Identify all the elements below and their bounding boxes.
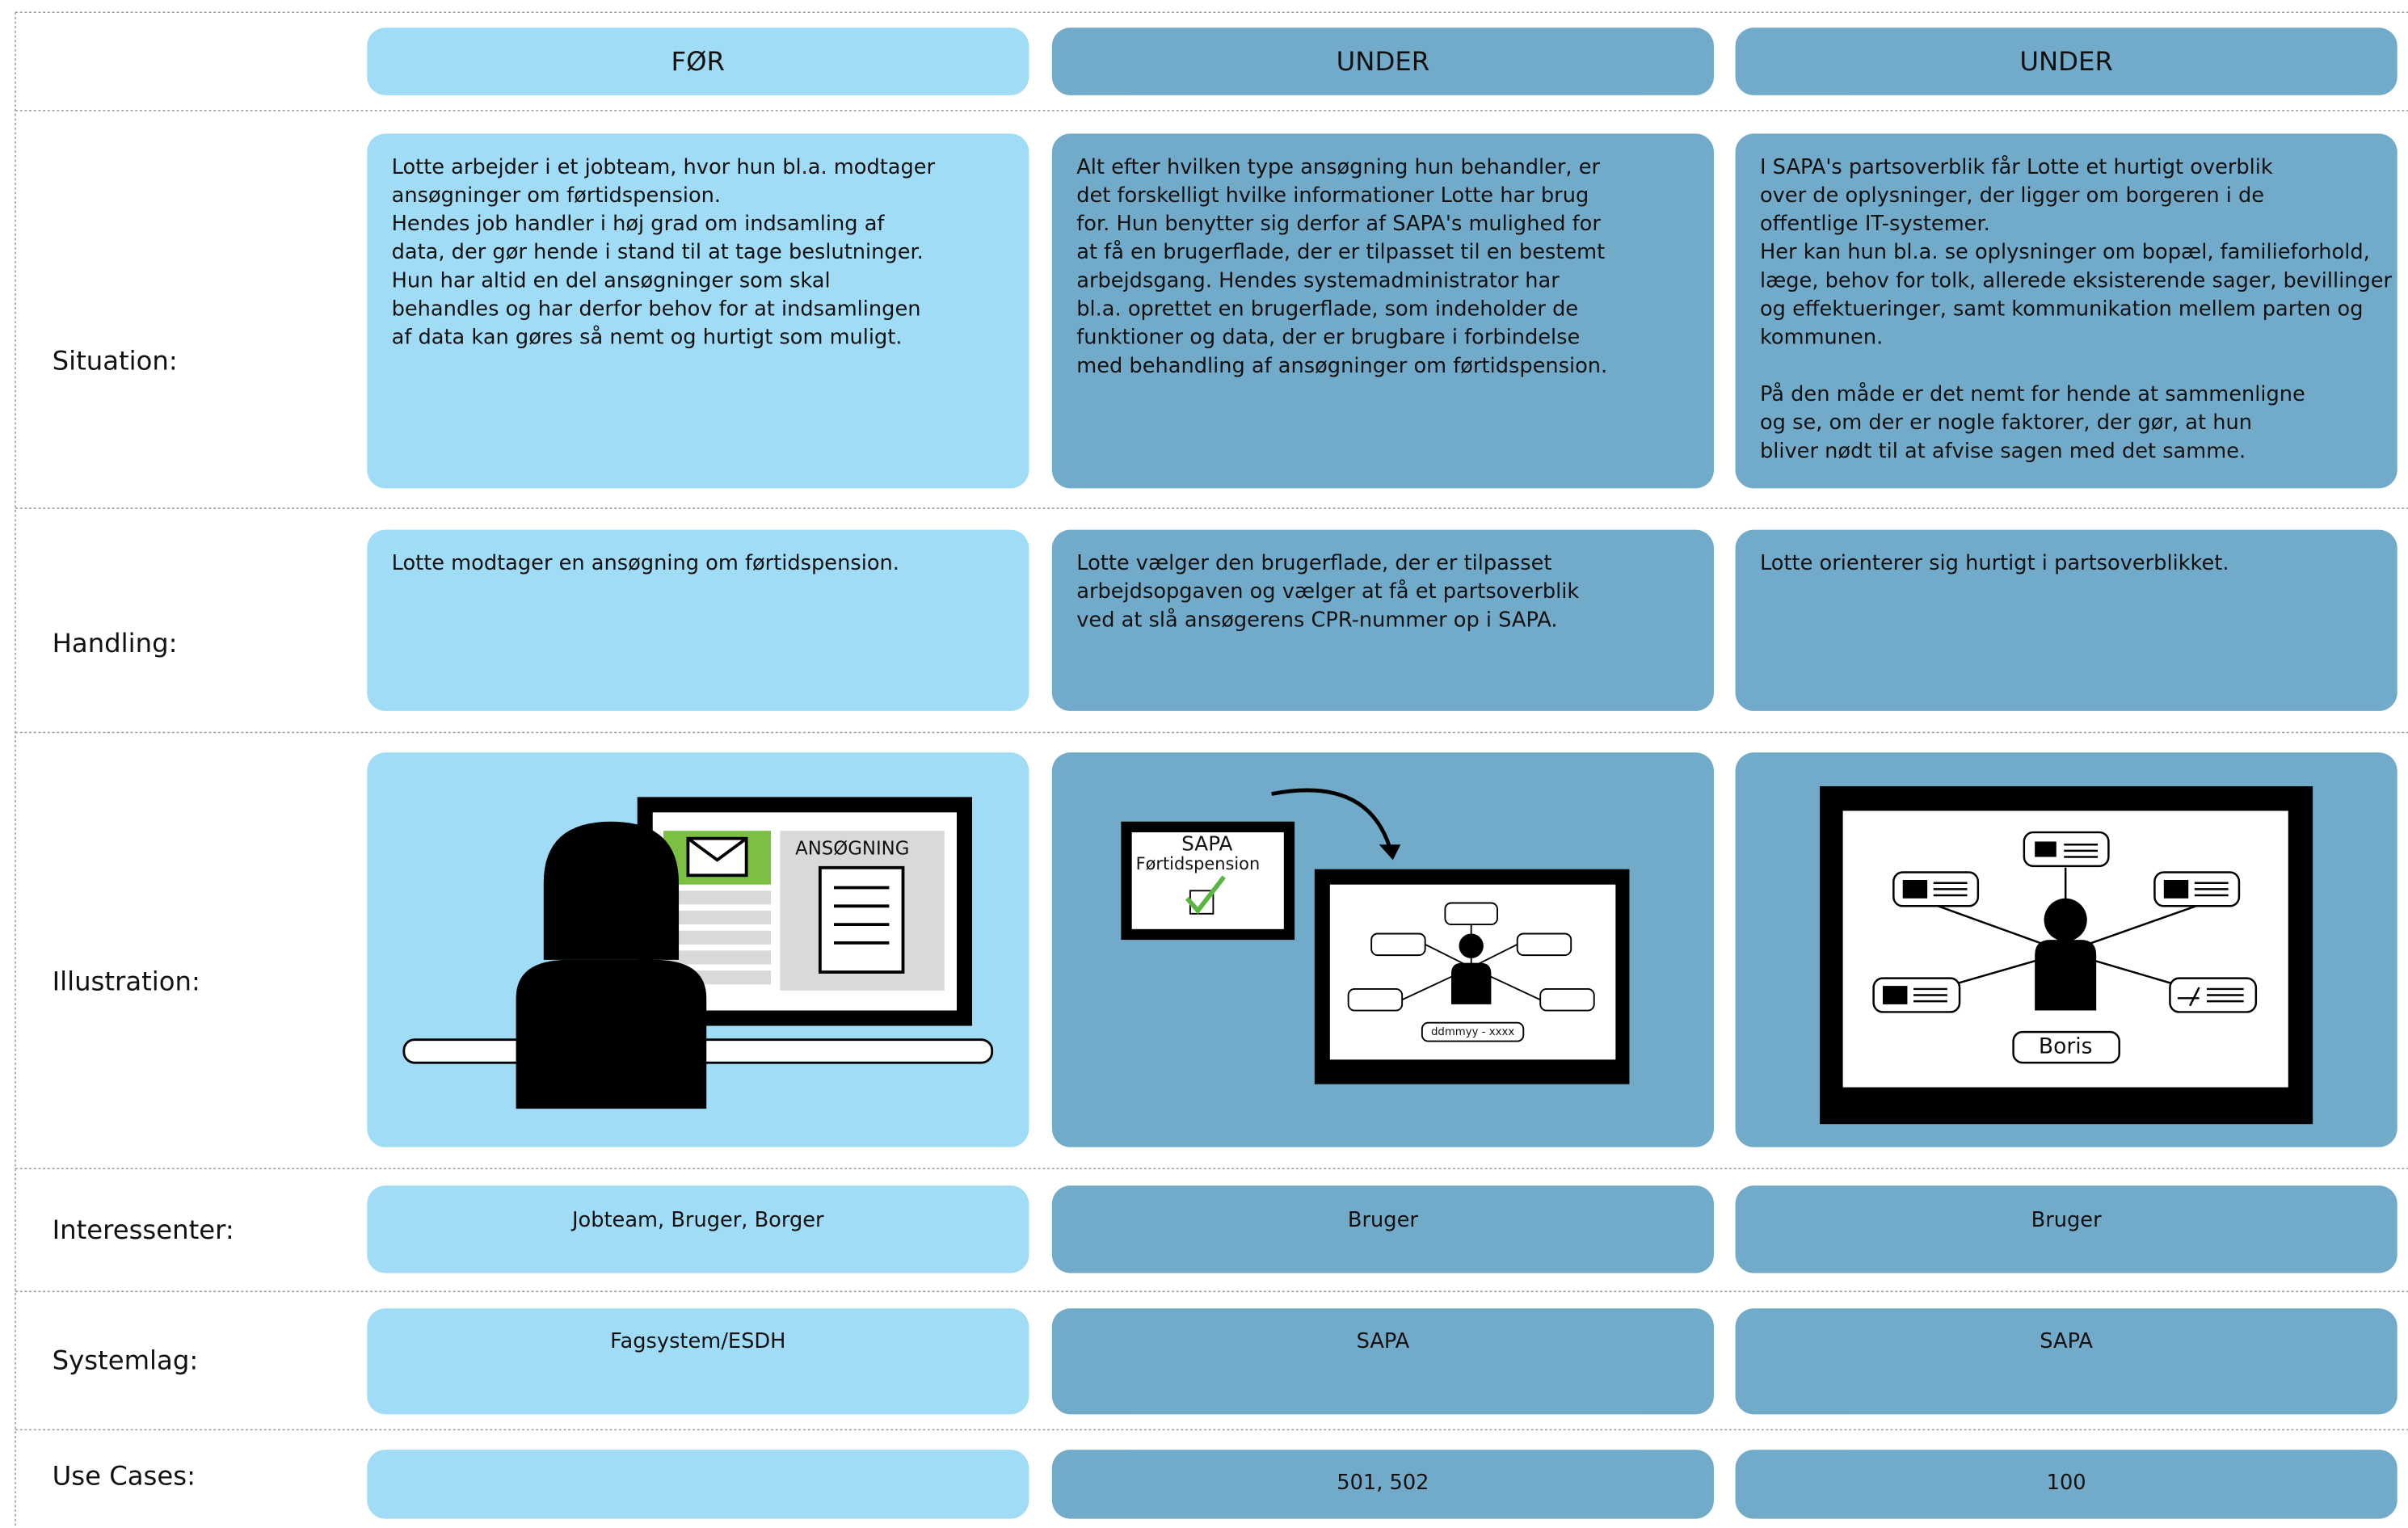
body-line: arbejdsopgaven og vælger at få et partso… xyxy=(1076,579,1579,604)
cell-text: Bruger xyxy=(2031,1208,2102,1232)
body-line: Hendes job handler i høj grad om indsaml… xyxy=(392,212,886,236)
tablet-subtitle: Førtidspension xyxy=(1136,854,1261,873)
cpr-field: ddmmyy - xxxx xyxy=(1431,1026,1514,1038)
cell-text: 100 xyxy=(2047,1471,2086,1495)
body-line: bliver nødt til at afvise sagen med det … xyxy=(1760,439,2246,463)
application-label: ANSØGNING xyxy=(795,838,909,859)
cell-box xyxy=(1051,1308,1714,1415)
body-line: Her kan hun bl.a. se oplysninger om bopæ… xyxy=(1760,240,2370,264)
cell-box xyxy=(1051,27,1714,95)
cell-text: Fagsystem/ESDH xyxy=(610,1329,785,1353)
body-line: for. Hun benytter sig derfor af SAPA's m… xyxy=(1076,212,1601,236)
body-line: det forskelligt hvilke informationer Lot… xyxy=(1076,183,1589,208)
body-line: Lotte orienterer sig hurtigt i partsover… xyxy=(1760,551,2229,575)
column-header: FØR xyxy=(671,46,725,77)
cell-box xyxy=(1051,1185,1714,1273)
cell-box xyxy=(1735,529,2397,711)
cell-box xyxy=(1051,529,1714,711)
body-line: ansøgninger om førtidspension. xyxy=(392,183,721,208)
body-line: Lotte vælger den brugerflade, der er til… xyxy=(1076,551,1551,575)
body-line: data, der gør hende i stand til at tage … xyxy=(392,240,924,264)
cell-text: SAPA xyxy=(2040,1329,2093,1353)
cell-box xyxy=(1051,1450,1714,1519)
body-line: På den måde er det nemt for hende at sam… xyxy=(1760,382,2305,406)
body-line: at få en brugerflade, der er tilpasset t… xyxy=(1076,240,1605,264)
body-line: Hun har altid en del ansøgninger som ska… xyxy=(392,268,831,293)
person-name: Boris xyxy=(2039,1034,2093,1059)
row-label: Illustration: xyxy=(53,966,200,996)
row-label: Handling: xyxy=(53,628,178,659)
body-line: kommunen. xyxy=(1760,326,1883,350)
body-line: Alt efter hvilken type ansøgning hun beh… xyxy=(1076,155,1600,179)
cell-box xyxy=(367,1185,1029,1273)
cell-box xyxy=(1735,1185,2397,1273)
cell-box xyxy=(1735,133,2397,489)
body-line: arbejdsgang. Hendes systemadministrator … xyxy=(1076,268,1560,293)
row-label: Situation: xyxy=(53,346,178,377)
cell-box xyxy=(367,133,1029,489)
body-line: og effektueringer, samt kommunikation me… xyxy=(1760,297,2364,322)
body-line: over de oplysninger, der ligger om borge… xyxy=(1760,183,2264,208)
cell-box xyxy=(367,1450,1029,1519)
body-line: ved at slå ansøgerens CPR-nummer op i SA… xyxy=(1076,608,1557,632)
cell-box xyxy=(1735,1450,2397,1519)
column-header: UNDER xyxy=(2019,46,2113,77)
body-line: Lotte arbejder i et jobteam, hvor hun bl… xyxy=(392,155,936,179)
row-separators xyxy=(15,11,2408,1528)
cell-box xyxy=(1051,133,1714,489)
illustration-during: SAPA Førtidspension ddmmyy - xxxx xyxy=(1121,788,1630,1084)
cell-text: Jobteam, Bruger, Borger xyxy=(570,1208,824,1232)
cell-text: Bruger xyxy=(1348,1208,1418,1232)
tablet-title: SAPA xyxy=(1181,831,1232,855)
column-header: UNDER xyxy=(1337,46,1430,77)
body-line: med behandling af ansøgninger om førtids… xyxy=(1076,354,1607,378)
body-line: I SAPA's partsoverblik får Lotte et hurt… xyxy=(1760,155,2273,179)
cell-text: 501, 502 xyxy=(1337,1471,1429,1495)
columns: FØR Lotte arbejder i et jobteam, hvor hun… xyxy=(367,27,2397,1519)
body-line: funktioner og data, der er brugbare i fo… xyxy=(1076,326,1580,350)
body-line: af data kan gøres så nemt og hurtigt som… xyxy=(392,326,903,350)
body-line: behandles og har derfor behov for at ind… xyxy=(392,297,921,322)
row-label: Systemlag: xyxy=(53,1345,199,1376)
cell-box xyxy=(367,27,1029,95)
body-line: og se, om der er nogle faktorer, der gør… xyxy=(1760,410,2252,435)
illustration-before: ANSØGNING xyxy=(402,797,994,1109)
illustration-overview: Boris xyxy=(1820,786,2313,1125)
cell-box xyxy=(367,529,1029,711)
row-label: Use Cases: xyxy=(53,1460,196,1491)
cell-box xyxy=(1735,27,2397,95)
body-line: Lotte modtager en ansøgning om førtidspe… xyxy=(392,551,899,575)
cell-text: SAPA xyxy=(1357,1329,1410,1353)
body-line: offentlige IT-systemer. xyxy=(1760,212,1990,236)
row-label: Interessenter: xyxy=(53,1214,234,1245)
cell-box xyxy=(1735,1308,2397,1415)
body-line: læge, behov for tolk, allerede eksistere… xyxy=(1760,268,2393,293)
cell-box xyxy=(367,1308,1029,1415)
body-line: bl.a. oprettet en brugerflade, som indeh… xyxy=(1076,297,1578,322)
